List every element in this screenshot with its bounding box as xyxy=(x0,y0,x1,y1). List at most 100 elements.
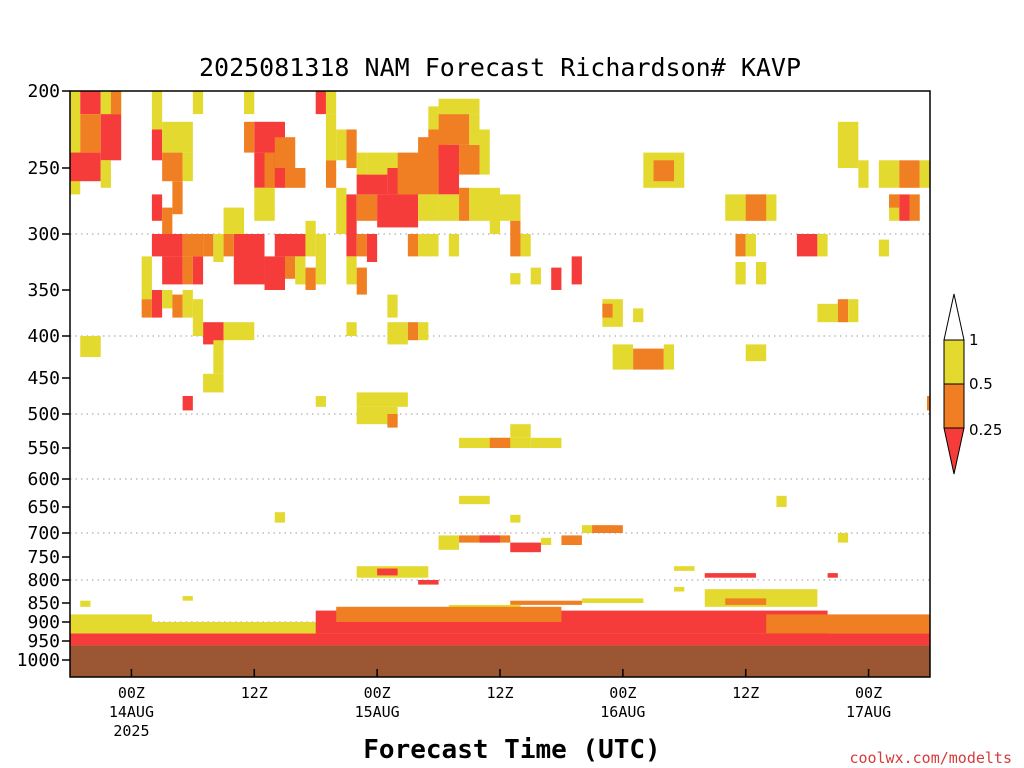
richardson-cell xyxy=(387,322,408,345)
richardson-cell xyxy=(418,234,439,257)
richardson-cell xyxy=(264,256,285,290)
richardson-cell xyxy=(162,290,173,309)
richardson-cell xyxy=(438,194,460,221)
richardson-cell xyxy=(561,535,582,545)
credit-text: coolwx.com/modelts xyxy=(849,749,1012,767)
richardson-cell xyxy=(80,336,101,357)
richardson-cell xyxy=(346,194,357,234)
y-tick-label: 850 xyxy=(27,593,60,614)
richardson-cell xyxy=(70,152,101,182)
x-tick-label: 15AUG xyxy=(355,703,400,721)
y-tick-label: 950 xyxy=(27,631,60,652)
richardson-cell xyxy=(213,234,224,262)
richardson-cell xyxy=(356,194,378,221)
richardson-cell xyxy=(264,152,275,188)
richardson-cell xyxy=(274,137,296,168)
richardson-cell xyxy=(325,91,337,115)
richardson-cell xyxy=(489,437,511,448)
richardson-cell xyxy=(203,234,214,257)
x-tick-label: 00Z xyxy=(364,684,391,702)
richardson-cell xyxy=(837,533,849,543)
y-tick-label: 500 xyxy=(27,404,60,425)
x-tick-label: 12Z xyxy=(486,684,513,702)
richardson-cell xyxy=(162,207,173,234)
y-tick-label: 400 xyxy=(27,326,60,347)
richardson-cell xyxy=(919,160,930,188)
richardson-cell xyxy=(100,114,122,161)
richardson-cell xyxy=(356,152,367,182)
richardson-cell xyxy=(776,495,787,507)
y-tick-label: 800 xyxy=(27,570,60,591)
richardson-cell xyxy=(510,514,521,523)
richardson-cell xyxy=(377,194,419,228)
richardson-cell xyxy=(602,303,613,318)
richardson-cell xyxy=(878,160,900,188)
richardson-cell xyxy=(459,495,490,505)
richardson-cell xyxy=(356,267,367,295)
x-axis-title: Forecast Time (UTC) xyxy=(363,735,660,765)
richardson-cell xyxy=(315,234,326,285)
richardson-cell xyxy=(223,207,245,234)
richardson-cell xyxy=(387,294,398,318)
richardson-cell xyxy=(285,168,306,188)
richardson-cell xyxy=(837,299,849,323)
richardson-cell xyxy=(203,322,224,345)
richardson-cell xyxy=(735,262,746,285)
legend-swatch-bottom xyxy=(943,427,965,475)
richardson-cell xyxy=(704,573,756,578)
richardson-cell xyxy=(356,234,367,257)
y-tick-label: 450 xyxy=(27,368,60,389)
y-tick-label: 900 xyxy=(27,612,60,633)
richardson-cell xyxy=(927,396,930,411)
richardson-cell xyxy=(510,220,521,257)
richardson-cell xyxy=(182,234,204,257)
boundary-layer-band xyxy=(70,633,930,646)
richardson-cell xyxy=(725,598,767,605)
richardson-cell xyxy=(520,234,531,257)
richardson-cell xyxy=(233,234,265,285)
richardson-cell xyxy=(223,234,234,257)
richardson-cell xyxy=(192,91,204,115)
richardson-cell xyxy=(305,220,316,257)
chart-title: 2025081318 NAM Forecast Richardson# KAVP xyxy=(199,53,801,82)
richardson-cell xyxy=(510,424,531,438)
richardson-cell xyxy=(899,160,920,188)
richardson-cell xyxy=(530,267,541,285)
richardson-cell xyxy=(356,174,388,195)
x-tick-label: 14AUG xyxy=(109,703,154,721)
y-tick-label: 600 xyxy=(27,469,60,490)
richardson-cell xyxy=(540,537,552,545)
richardson-cell xyxy=(858,160,869,188)
richardson-cell xyxy=(346,234,357,257)
y-tick-label: 300 xyxy=(27,224,60,245)
y-tick-label: 200 xyxy=(27,81,60,102)
richardson-cell xyxy=(325,160,337,188)
y-tick-label: 650 xyxy=(27,497,60,518)
richardson-cell xyxy=(735,234,746,257)
richardson-cell xyxy=(889,194,900,208)
x-tick-label: 12Z xyxy=(732,684,759,702)
richardson-cell xyxy=(909,194,920,221)
richardson-cell xyxy=(500,194,521,221)
richardson-cell xyxy=(827,573,838,578)
x-tick-label: 00Z xyxy=(118,684,145,702)
boundary-layer-band xyxy=(336,606,562,622)
richardson-cell xyxy=(459,187,470,221)
richardson-cell xyxy=(745,344,767,362)
richardson-cell xyxy=(336,187,347,234)
richardson-cell xyxy=(172,181,183,215)
x-tick-label: 16AUG xyxy=(600,703,645,721)
y-tick-label: 750 xyxy=(27,547,60,568)
richardson-cell xyxy=(182,152,193,182)
y-tick-label: 700 xyxy=(27,523,60,544)
boundary-layer-band xyxy=(70,614,152,634)
richardson-cell xyxy=(428,106,439,130)
richardson-cell xyxy=(325,114,337,161)
richardson-cell xyxy=(203,373,224,393)
richardson-cell xyxy=(254,187,275,221)
richardson-cell xyxy=(418,194,439,221)
richardson-cell xyxy=(151,129,163,161)
legend-swatch xyxy=(943,339,965,385)
richardson-cell xyxy=(571,256,582,285)
